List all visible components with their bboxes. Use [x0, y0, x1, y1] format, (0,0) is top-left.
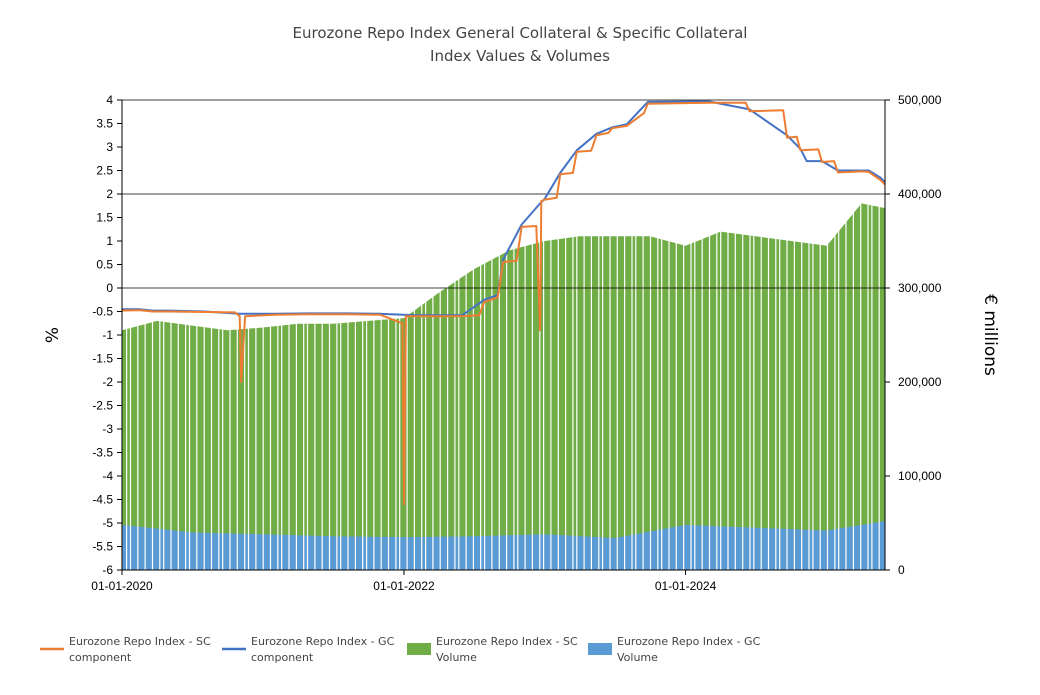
legend-label: Eurozone Repo Index - GC	[617, 635, 761, 648]
left-tick-label: -4.5	[92, 493, 113, 507]
legend-swatch	[588, 643, 612, 655]
left-tick-label: -5	[102, 516, 113, 530]
sc-component-line	[121, 101, 886, 506]
left-tick-label: -1.5	[92, 352, 113, 366]
axes: 4 3.5 3 2.5 2 1.5 1 0.5 0 -0.5 -1 -1.5 -2 -2.5 -3 -3.5 -…	[91, 93, 941, 593]
left-tick-label: -2.5	[92, 399, 113, 413]
right-tick-label: 0	[898, 563, 905, 577]
legend-label: Volume	[617, 651, 658, 664]
index-lines	[121, 100, 886, 506]
legend-label: component	[69, 651, 132, 664]
left-axis-title: %	[43, 327, 63, 343]
left-tick-label: -6	[102, 563, 113, 577]
chart-title: Eurozone Repo Index General Collateral &…	[293, 24, 748, 42]
gridlines	[122, 99, 885, 289]
legend-swatch	[407, 643, 431, 655]
left-tick-label: 2.5	[96, 164, 113, 178]
right-tick-label: 300,000	[898, 281, 942, 295]
right-tick-label: 500,000	[898, 93, 942, 107]
right-tick-label: 100,000	[898, 469, 942, 483]
left-tick-label: 4	[106, 93, 113, 107]
legend-label: Eurozone Repo Index - SC	[69, 635, 211, 648]
x-tick-label: 01-01-2022	[373, 579, 435, 593]
left-tick-label: -4	[102, 469, 113, 483]
left-tick-label: -2	[102, 375, 113, 389]
left-tick-label: 3.5	[96, 117, 113, 131]
left-tick-label: 1	[106, 234, 113, 248]
x-tick-label: 01-01-2024	[655, 579, 717, 593]
left-tick-label: -1	[102, 328, 113, 342]
legend-label: Volume	[436, 651, 477, 664]
left-tick-label: 3	[106, 140, 113, 154]
x-tick-label: 01-01-2020	[91, 579, 153, 593]
left-tick-label: 2	[106, 187, 113, 201]
left-tick-label: -3	[102, 422, 113, 436]
left-tick-label: 0.5	[96, 258, 113, 272]
legend-label: component	[251, 651, 314, 664]
left-tick-label: -0.5	[92, 305, 113, 319]
right-tick-label: 400,000	[898, 187, 942, 201]
left-tick-label: -5.5	[92, 540, 113, 554]
left-tick-label: 0	[106, 281, 113, 295]
legend: Eurozone Repo Index - SC component Eurozon…	[40, 635, 761, 664]
left-tick-label: 1.5	[96, 211, 113, 225]
chart-subtitle: Index Values & Volumes	[430, 47, 610, 65]
legend-label: Eurozone Repo Index - SC	[436, 635, 578, 648]
left-tick-label: -3.5	[92, 446, 113, 460]
legend-label: Eurozone Repo Index - GC	[251, 635, 395, 648]
volume-areas	[122, 160, 885, 570]
right-axis-title: € millions	[980, 294, 1000, 376]
right-tick-label: 200,000	[898, 375, 942, 389]
